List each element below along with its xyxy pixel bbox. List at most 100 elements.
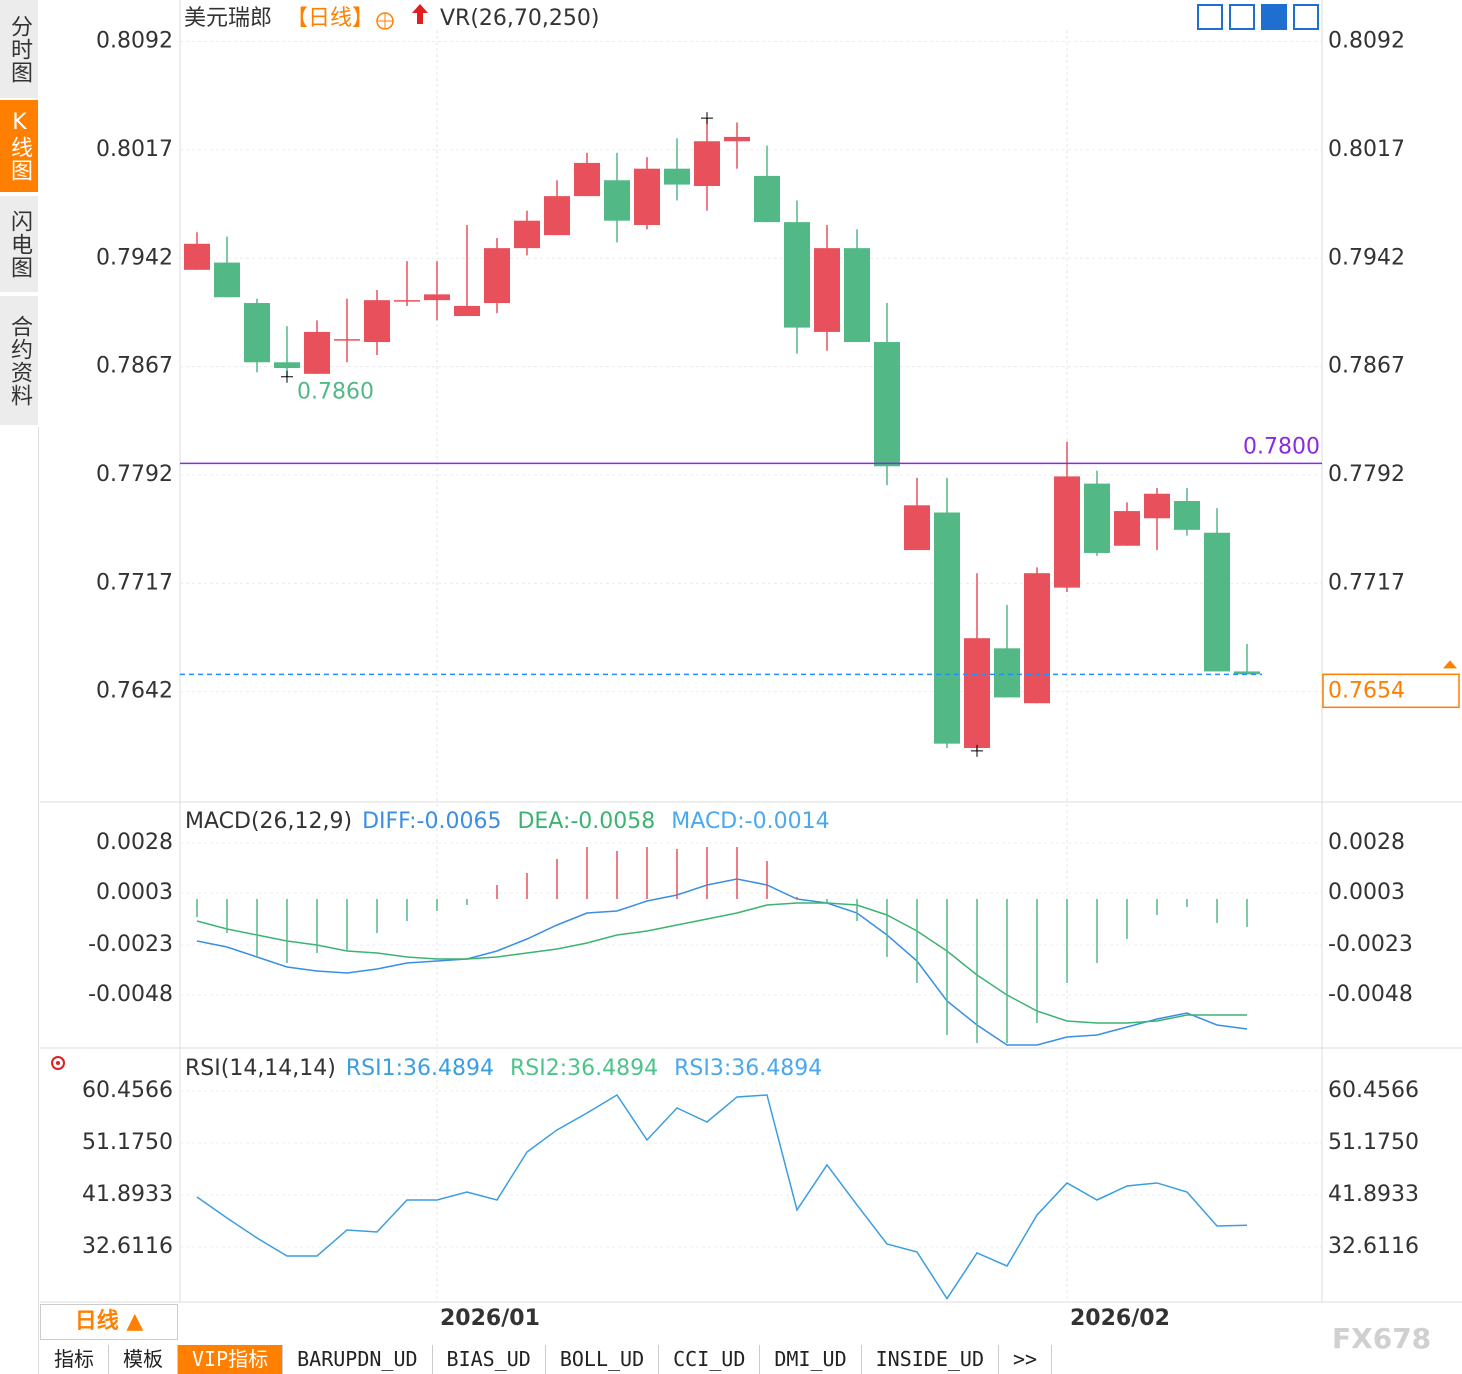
y-tick-label: -0.0023 — [88, 932, 173, 957]
sidebar-tab[interactable]: K线图 — [0, 100, 38, 194]
candle-body — [1054, 476, 1080, 588]
candle-body — [664, 168, 690, 185]
indicator-tab[interactable]: >> — [999, 1345, 1053, 1374]
y-tick-label-right: 0.7942 — [1328, 245, 1405, 270]
candle-body — [904, 505, 930, 551]
extreme-marker — [701, 112, 713, 125]
candle-body — [574, 162, 600, 197]
sun-icon[interactable] — [51, 1056, 65, 1070]
macd-line — [196, 902, 1247, 1024]
period-label: 【日线】 — [286, 6, 374, 31]
candle-body — [394, 300, 420, 302]
y-tick-label-right: 0.0028 — [1328, 830, 1405, 855]
y-tick-label: 32.6116 — [82, 1234, 173, 1259]
candle-body — [1174, 500, 1200, 530]
indicator-arrow-icon[interactable] — [412, 4, 428, 24]
extreme-marker — [971, 744, 983, 757]
indicator-tab[interactable]: 模板 — [109, 1345, 178, 1374]
legend-entry: MACD:-0.0014 — [671, 809, 829, 834]
candle-body — [1084, 483, 1110, 553]
last-price-box — [1322, 673, 1460, 709]
indicator-tab[interactable]: VIP指标 — [178, 1345, 284, 1374]
y-tick-label: 41.8933 — [82, 1182, 173, 1207]
y-tick-label-right: -0.0048 — [1328, 982, 1413, 1007]
y-tick-label-right: 41.8933 — [1328, 1182, 1419, 1207]
legend-entry: DIFF:-0.0065 — [362, 809, 501, 834]
candle-body — [754, 175, 780, 223]
indicator-tab[interactable]: DMI_UD — [760, 1345, 862, 1374]
settings-icon[interactable] — [376, 12, 394, 30]
y-tick-label-right: 0.7717 — [1328, 570, 1405, 595]
candle-body — [424, 294, 450, 301]
candle-body — [694, 141, 720, 187]
legend-entry: RSI1:36.4894 — [346, 1056, 494, 1081]
indicator-tab[interactable]: CCI_UD — [659, 1345, 761, 1374]
y-tick-label: 0.8017 — [96, 137, 173, 162]
y-tick-label: 0.8092 — [96, 29, 173, 54]
symbol-title: 美元瑞郎 — [184, 6, 272, 31]
reference-label: 0.7800 — [1243, 434, 1320, 459]
y-tick-label: 0.0003 — [96, 880, 173, 905]
last-price-arrow — [1443, 660, 1457, 669]
candle-body — [1204, 532, 1230, 672]
candle-body — [964, 638, 990, 748]
sidebar-tab[interactable]: 分时图 — [0, 0, 38, 100]
y-tick-label: -0.0048 — [88, 982, 173, 1007]
y-tick-label-right: 60.4566 — [1328, 1078, 1419, 1103]
indicator-tab[interactable]: BIAS_UD — [433, 1345, 546, 1374]
indicator-tabs: 指标 模板 VIP指标 BARUPDN_UD BIAS_UD BOLL_UD CCI_UD D… — [40, 1345, 1053, 1374]
candle-body — [484, 248, 510, 304]
panel-title: MACD(26,12,9) — [185, 809, 352, 834]
candle-body — [544, 196, 570, 236]
y-tick-label-right: -0.0023 — [1328, 932, 1413, 957]
toolbar[interactable] — [1197, 4, 1319, 30]
candle-body — [874, 342, 900, 467]
candle-body — [1114, 511, 1140, 546]
watermark: FX678 — [1332, 1322, 1432, 1355]
sidebar-tab[interactable]: 闪电图 — [0, 196, 38, 294]
y-tick-label: 51.1750 — [82, 1130, 173, 1155]
legend-entry: DEA:-0.0058 — [517, 809, 655, 834]
candle-body — [604, 180, 630, 221]
candle-body — [184, 243, 210, 270]
y-tick-label-right: 0.0003 — [1328, 880, 1405, 905]
x-tick-label: 2026/02 — [1070, 1306, 1170, 1331]
candle-body — [514, 220, 540, 249]
candle-body — [454, 305, 480, 317]
sidebar-blank — [0, 427, 39, 1374]
y-tick-label-right: 0.8092 — [1328, 29, 1405, 54]
candle-body — [784, 222, 810, 328]
candle-body — [1234, 671, 1260, 675]
candle-body — [334, 339, 360, 341]
indicator-label: VR(26,70,250) — [440, 6, 599, 31]
y-tick-label-right: 0.8017 — [1328, 137, 1405, 162]
extreme-marker — [281, 370, 293, 383]
candle-body — [634, 168, 660, 226]
candle-body — [304, 331, 330, 374]
rsi-line — [196, 1093, 1248, 1300]
x-tick-label: 2026/01 — [440, 1306, 540, 1331]
panel-title: RSI(14,14,14) — [185, 1056, 336, 1081]
candle-body — [994, 648, 1020, 698]
y-tick-label: 0.7642 — [96, 679, 173, 704]
y-tick-label-right: 0.7792 — [1328, 462, 1405, 487]
y-tick-label: 60.4566 — [82, 1078, 173, 1103]
macd-line — [196, 878, 1248, 1046]
period-button[interactable]: 日线 ▲ — [40, 1304, 178, 1340]
indicator-tab[interactable]: 指标 — [40, 1345, 109, 1374]
last-price-label: 0.7654 — [1328, 678, 1405, 703]
candle-body — [844, 248, 870, 343]
candle-body — [364, 300, 390, 343]
candle-body — [244, 303, 270, 363]
y-tick-label: 0.0028 — [96, 830, 173, 855]
candle-body — [1024, 573, 1050, 704]
indicator-tab[interactable]: BARUPDN_UD — [283, 1345, 433, 1374]
indicator-tab[interactable]: BOLL_UD — [546, 1345, 660, 1374]
indicator-tab[interactable]: INSIDE_UD — [862, 1345, 1000, 1374]
candle-body — [724, 136, 750, 142]
y-tick-label-right: 0.7867 — [1328, 354, 1405, 379]
sidebar-tab[interactable]: 合约资料 — [0, 296, 38, 427]
legend-entry: RSI2:36.4894 — [510, 1056, 658, 1081]
